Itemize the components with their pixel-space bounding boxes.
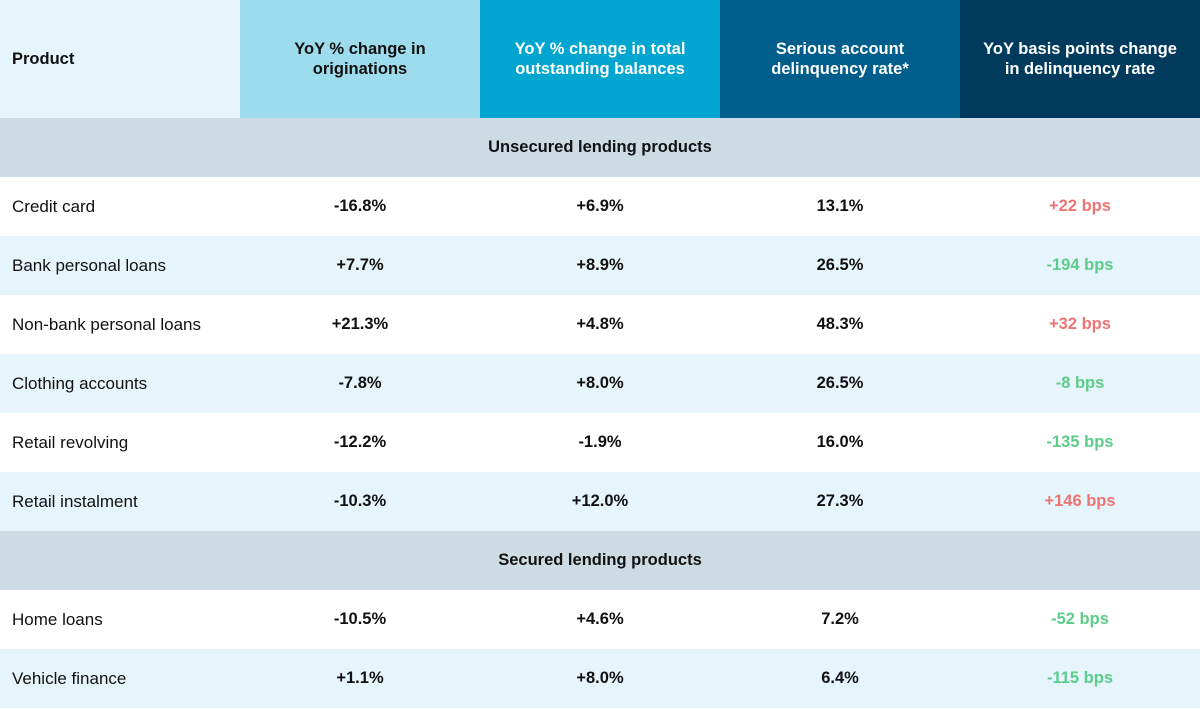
originations-cell: -10.3% — [333, 492, 387, 510]
header-bps-change: YoY basis points change in delinquency r… — [960, 0, 1200, 118]
delinquency-rate-cell: 26.5% — [816, 256, 864, 274]
table-row: Credit card -16.8% +6.9% 13.1% +22 bps — [0, 177, 1200, 236]
product-cell: Non-bank personal loans — [12, 314, 202, 334]
balances-cell: +4.8% — [576, 315, 624, 333]
balances-cell: +6.9% — [576, 197, 624, 215]
balances-cell: +12.0% — [571, 492, 629, 510]
product-cell: Home loans — [12, 609, 103, 629]
table-row: Non-bank personal loans +21.3% +4.8% 48.3% +… — [0, 295, 1200, 354]
originations-cell: -12.2% — [333, 433, 387, 451]
product-cell: Credit card — [12, 196, 96, 216]
originations-cell: -16.8% — [333, 197, 387, 215]
table-row: Retail revolving -12.2% -1.9% 16.0% -135 bps — [0, 413, 1200, 472]
table-row: Clothing accounts -7.8% +8.0% 26.5% -8 bps — [0, 354, 1200, 413]
header-product: Product — [0, 0, 240, 118]
delinquency-rate-cell: 27.3% — [816, 492, 864, 510]
balances-cell: +8.0% — [576, 374, 624, 392]
balances-cell: +8.0% — [576, 669, 624, 687]
balances-cell: -1.9% — [578, 433, 622, 451]
delinquency-rate-cell: 16.0% — [816, 433, 864, 451]
originations-cell: -7.8% — [338, 374, 382, 392]
originations-cell: +1.1% — [336, 669, 384, 687]
header-originations: YoY % change in originations — [240, 0, 480, 118]
originations-cell: -10.5% — [333, 610, 387, 628]
product-cell: Retail instalment — [12, 491, 138, 511]
bps-change-cell: +22 bps — [1049, 197, 1111, 215]
table-row: Vehicle finance +1.1% +8.0% 6.4% -115 bps — [0, 649, 1200, 708]
product-cell: Clothing accounts — [12, 373, 148, 393]
originations-cell: +7.7% — [336, 256, 384, 274]
delinquency-rate-cell: 6.4% — [821, 669, 859, 687]
table-row: Retail instalment -10.3% +12.0% 27.3% +146 b… — [0, 472, 1200, 531]
bps-change-cell: -8 bps — [1055, 374, 1105, 392]
table-row: Home loans -10.5% +4.6% 7.2% -52 bps — [0, 590, 1200, 649]
delinquency-rate-cell: 48.3% — [816, 315, 864, 333]
bps-change-cell: +32 bps — [1049, 315, 1111, 333]
bps-change-cell: -135 bps — [1046, 433, 1114, 451]
bps-change-cell: -194 bps — [1046, 256, 1114, 274]
originations-cell: +21.3% — [331, 315, 389, 333]
product-cell: Retail revolving — [12, 432, 129, 452]
product-cell: Bank personal loans — [12, 255, 167, 275]
bps-change-cell: -115 bps — [1046, 669, 1114, 687]
table-header-row: Product YoY % change in originations YoY… — [0, 0, 1200, 118]
header-balances: YoY % change in total outstanding balanc… — [480, 0, 720, 118]
delinquency-rate-cell: 26.5% — [816, 374, 864, 392]
section-header: Unsecured lending products — [0, 118, 1200, 177]
header-delinquency-rate: Serious account delinquency rate* — [720, 0, 960, 118]
delinquency-rate-cell: 13.1% — [816, 197, 864, 215]
bps-change-cell: -52 bps — [1051, 610, 1109, 628]
section-header: Secured lending products — [0, 531, 1200, 590]
bps-change-cell: +146 bps — [1044, 492, 1116, 510]
table-body: Unsecured lending products Credit card -16… — [0, 118, 1200, 708]
table-row: Bank personal loans +7.7% +8.9% 26.5% -194 b… — [0, 236, 1200, 295]
balances-cell: +8.9% — [576, 256, 624, 274]
product-cell: Vehicle finance — [12, 668, 127, 688]
balances-cell: +4.6% — [576, 610, 624, 628]
delinquency-rate-cell: 7.2% — [821, 610, 859, 628]
